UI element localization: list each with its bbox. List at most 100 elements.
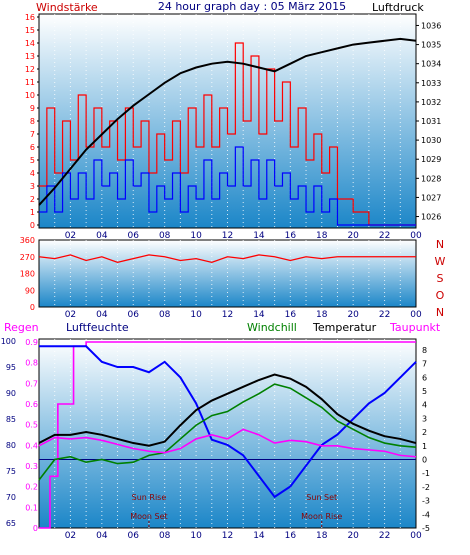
temp-x-tick: 06 <box>128 531 140 541</box>
wind-y-tick: 6 <box>30 143 35 152</box>
wind-series-1 <box>39 146 416 226</box>
direction-x-tick: 10 <box>190 310 202 320</box>
direction-x-tick: 00 <box>410 310 422 320</box>
temp-y-tick: 5 <box>422 387 427 396</box>
pressure-y-tick: 1033 <box>421 79 441 88</box>
chart-layer: 0123456789101112131415161026102710281029… <box>1 13 446 541</box>
temp-x-tick: 22 <box>379 531 390 541</box>
pressure-y-tick: 1034 <box>421 60 441 69</box>
wind-x-tick: 10 <box>190 231 202 241</box>
temp-x-tick: 04 <box>96 531 108 541</box>
temp-x-tick: 14 <box>253 531 265 541</box>
temp-y-tick: 2 <box>422 428 427 437</box>
regen-y-tick: 0.8 <box>25 359 38 368</box>
temp-y-tick: 1 <box>422 442 427 451</box>
humidity-y-tick: 65 <box>6 519 16 528</box>
luftdruck-label: Luftdruck <box>372 1 424 14</box>
humidity-y-tick: 95 <box>6 363 16 372</box>
temp-y-tick: 8 <box>422 346 427 355</box>
temp-x-tick: 10 <box>190 531 202 541</box>
wind-x-tick: 06 <box>128 231 140 241</box>
direction-y-tick: 0 <box>30 303 35 312</box>
humidity-y-tick: 75 <box>6 467 16 476</box>
windstaerke-label: Windstärke <box>36 1 98 14</box>
astro-annotation: Moon Set <box>130 512 167 521</box>
direction-x-tick: 12 <box>222 310 233 320</box>
temp-series-1 <box>39 345 417 499</box>
temp-y-tick: -3 <box>422 497 430 506</box>
wind-x-tick: 08 <box>159 231 171 241</box>
regen-y-tick: 0.1 <box>25 503 38 512</box>
humidity-y-tick: 80 <box>6 441 16 450</box>
temp-y-tick: 6 <box>422 373 427 382</box>
pressure-y-tick: 1027 <box>421 193 441 202</box>
temperatur-label: Temperatur <box>312 321 377 334</box>
pressure-y-tick: 1029 <box>421 155 441 164</box>
wind-y-tick: 12 <box>25 65 35 74</box>
wind-x-tick: 18 <box>316 231 328 241</box>
humidity-y-tick: 100 <box>1 337 16 346</box>
direction-x-tick: 16 <box>285 310 297 320</box>
direction-y-tick: 90 <box>25 286 35 295</box>
direction-x-tick: 08 <box>159 310 171 320</box>
wind-y-tick: 15 <box>25 26 35 35</box>
wind-series-2 <box>38 37 417 206</box>
temp-x-tick: 08 <box>159 531 171 541</box>
direction-series-0 <box>38 254 416 264</box>
wind-y-tick: 1 <box>30 208 35 217</box>
regen-y-tick: 0 <box>33 524 38 533</box>
wind-y-tick: 5 <box>30 156 35 165</box>
regen-y-tick: 0.4 <box>25 441 38 450</box>
wind-y-tick: 8 <box>30 117 35 126</box>
direction-x-tick: 02 <box>65 310 76 320</box>
pressure-y-tick: 1035 <box>421 41 441 50</box>
compass-label: N <box>436 238 444 251</box>
temp-x-tick: 20 <box>347 531 359 541</box>
temp-y-tick: 0 <box>422 455 427 464</box>
temp-x-tick: 12 <box>222 531 233 541</box>
temp-panel <box>38 338 417 529</box>
wind-y-tick: 10 <box>25 91 35 100</box>
wind-y-tick: 16 <box>25 13 35 22</box>
temp-series-4 <box>38 428 417 458</box>
taupunkt-label: Taupunkt <box>389 321 441 334</box>
temp-y-tick: -2 <box>422 483 430 492</box>
wind-y-tick: 4 <box>30 169 35 178</box>
regen-y-tick: 0.9 <box>25 338 38 347</box>
temp-y-tick: 4 <box>422 401 427 410</box>
pressure-y-tick: 1032 <box>421 98 441 107</box>
wind-x-tick: 22 <box>379 231 390 241</box>
temp-x-tick: 00 <box>410 531 422 541</box>
temp-series-0 <box>39 341 416 529</box>
direction-panel <box>38 239 417 308</box>
luftfeuchte-label: Luftfeuchte <box>66 321 129 334</box>
direction-x-tick: 18 <box>316 310 328 320</box>
wind-x-tick: 04 <box>96 231 108 241</box>
humidity-y-tick: 90 <box>6 389 16 398</box>
direction-x-tick: 06 <box>128 310 140 320</box>
wind-y-tick: 13 <box>25 52 35 61</box>
pressure-y-tick: 1031 <box>421 117 441 126</box>
direction-x-tick: 14 <box>253 310 265 320</box>
regen-y-tick: 0.2 <box>25 483 38 492</box>
temp-x-tick: 02 <box>65 531 76 541</box>
regen-label: Regen <box>4 321 39 334</box>
astro-annotation: Moon Rise <box>301 512 342 521</box>
wind-x-tick: 16 <box>285 231 297 241</box>
temp-series-3 <box>38 373 417 447</box>
temp-y-tick: -5 <box>422 524 430 533</box>
wind-y-tick: 3 <box>30 182 35 191</box>
regen-y-tick: 0.3 <box>25 462 38 471</box>
astro-annotation: Sun Set <box>306 493 337 502</box>
direction-y-tick: 180 <box>20 270 35 279</box>
compass-label: N <box>436 306 444 319</box>
direction-y-tick: 360 <box>20 236 35 245</box>
wind-y-tick: 7 <box>30 130 35 139</box>
windchill-label: Windchill <box>247 321 297 334</box>
temp-x-tick: 16 <box>285 531 297 541</box>
regen-y-tick: 0.7 <box>25 379 38 388</box>
wind-x-tick: 00 <box>410 231 422 241</box>
compass-label: S <box>437 272 444 285</box>
